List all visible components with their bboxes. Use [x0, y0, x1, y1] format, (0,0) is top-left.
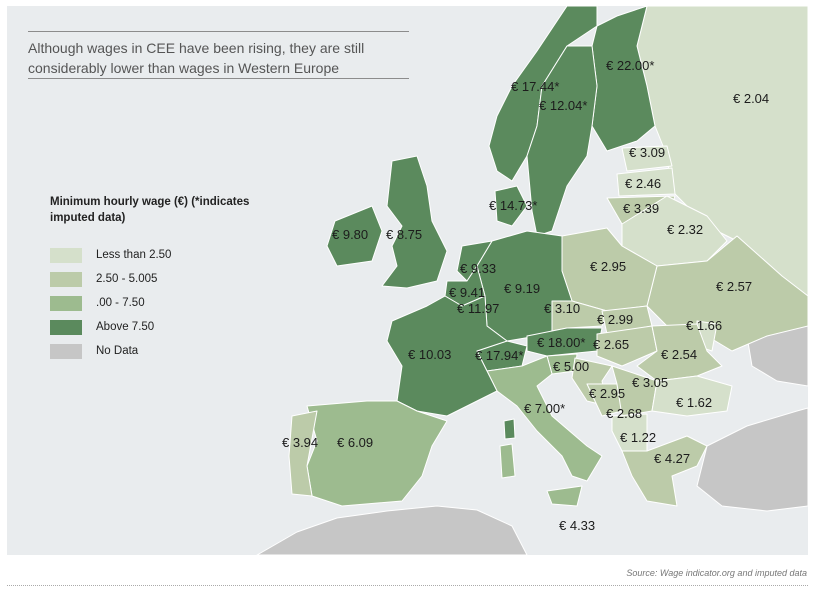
- label-finland: € 22.00*: [606, 58, 655, 73]
- legend-label: .00 - 7.50: [96, 297, 145, 309]
- legend-label: Less than 2.50: [96, 249, 172, 261]
- map-shapes: [256, 6, 808, 555]
- label-slovenia: € 5.00: [553, 359, 590, 374]
- label-denmark: € 14.73*: [489, 198, 538, 213]
- legend: Minimum hourly wage (€) (*indicates impu…: [50, 194, 250, 359]
- map-title: Although wages in CEE have been rising, …: [28, 40, 365, 76]
- label-slovakia: € 2.99: [597, 312, 634, 327]
- legend-label: 2.50 - 5.005: [96, 273, 158, 285]
- region-ireland: [326, 205, 383, 267]
- legend-swatch: [50, 296, 82, 311]
- label-sweden: € 12.04*: [539, 98, 588, 113]
- map: € 17.44* € 12.04* € 22.00* € 2.04 € 3.09…: [7, 6, 808, 555]
- region-france: [386, 295, 508, 417]
- label-serbia: € 3.05: [632, 375, 669, 390]
- region-hungary: [596, 325, 658, 367]
- region-spain: [306, 400, 448, 507]
- region-denmark: [494, 185, 528, 227]
- label-romania: € 2.54: [661, 347, 698, 362]
- label-belgium: € 9.41: [449, 285, 486, 300]
- label-bulgaria: € 1.62: [676, 395, 713, 410]
- legend-label: Above 7.50: [96, 321, 155, 333]
- label-lithuania: € 3.39: [623, 201, 660, 216]
- label-italy: € 7.00*: [524, 401, 566, 416]
- label-luxembourg: € 11.97: [457, 301, 500, 316]
- label-austria: € 18.00*: [537, 335, 586, 350]
- region-bulgaria: [651, 375, 733, 417]
- region-sicily: [546, 485, 583, 507]
- region-estonia: [621, 145, 673, 172]
- label-portugal: € 3.94: [282, 435, 319, 450]
- region-greece: [621, 435, 708, 507]
- region-ukraine: [646, 235, 808, 352]
- legend-label: No Data: [96, 345, 139, 357]
- region-portugal: [288, 410, 318, 497]
- label-ukraine: € 2.57: [716, 279, 753, 294]
- region-latvia: [616, 167, 676, 197]
- region-norway: [488, 6, 598, 182]
- label-switzerland: € 17.94*: [475, 348, 524, 363]
- region-uk: [381, 155, 448, 289]
- label-poland: € 2.95: [590, 259, 627, 274]
- label-albania: € 1.22: [620, 430, 657, 445]
- region-turkey: [696, 407, 808, 512]
- label-bosnia: € 2.68: [606, 406, 643, 421]
- label-norway: € 17.44*: [511, 79, 560, 94]
- legend-swatch: [50, 344, 82, 359]
- legend-swatch: [50, 248, 82, 263]
- source-note: Source: Wage indicator.org and imputed d…: [626, 568, 807, 578]
- label-netherlands: € 9.33: [460, 261, 497, 276]
- legend-title: Minimum hourly wage (€) (*indicates impu…: [50, 196, 250, 224]
- bottom-rule: [7, 585, 808, 586]
- region-serbia: [611, 365, 658, 417]
- label-russia: € 2.04: [733, 91, 770, 106]
- label-czechia: € 3.10: [544, 301, 581, 316]
- label-croatia: € 2.95: [589, 386, 626, 401]
- label-belarus: € 2.32: [667, 222, 704, 237]
- label-spain: € 6.09: [337, 435, 374, 450]
- label-malta: € 4.33: [559, 518, 596, 533]
- label-estonia: € 3.09: [629, 145, 666, 160]
- label-germany: € 9.19: [504, 281, 541, 296]
- label-latvia: € 2.46: [625, 176, 662, 191]
- label-greece: € 4.27: [654, 451, 691, 466]
- label-uk: € 8.75: [386, 227, 423, 242]
- title-rule-top: [28, 31, 409, 32]
- label-france: € 10.03: [408, 347, 452, 362]
- label-ireland: € 9.80: [332, 227, 369, 242]
- legend-swatch: [50, 272, 82, 287]
- label-moldova: € 1.66: [686, 318, 723, 333]
- region-north-africa: [256, 505, 528, 555]
- region-italy: [486, 355, 603, 482]
- region-corsica: [503, 418, 516, 440]
- title-rule-bottom: [28, 78, 409, 79]
- region-sardinia: [499, 443, 516, 479]
- label-hungary: € 2.65: [593, 337, 630, 352]
- legend-swatch: [50, 320, 82, 335]
